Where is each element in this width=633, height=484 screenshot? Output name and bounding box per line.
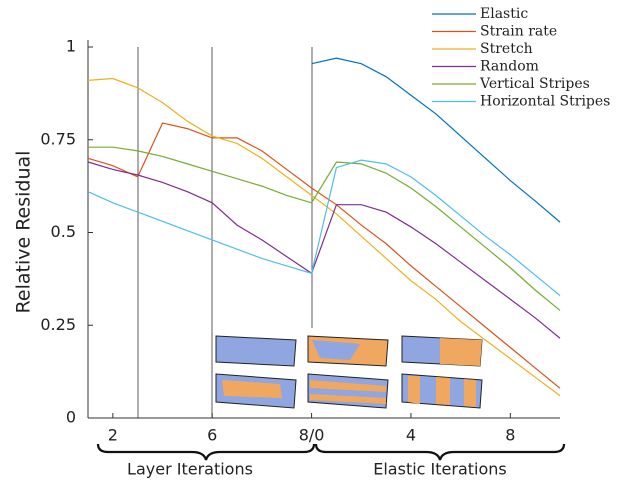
x-tick-label: 8 <box>505 426 515 445</box>
x-tick-label: 6 <box>207 426 217 445</box>
x-tick-label: 2 <box>108 426 118 445</box>
legend-label: Strain rate <box>480 24 557 40</box>
y-tick-label: 0.75 <box>40 129 76 148</box>
y-tick-label: 0.25 <box>40 315 76 334</box>
x-tick-label: 4 <box>406 426 416 445</box>
legend-label: Stretch <box>480 41 533 57</box>
legend-label: Vertical Stripes <box>479 76 590 92</box>
legend-label: Elastic <box>480 6 528 22</box>
thumbnails <box>215 335 483 409</box>
series-line <box>87 77 561 397</box>
annotation: Elastic Iterations <box>373 460 507 479</box>
series-line <box>87 159 561 297</box>
legend-label: Horizontal Stripes <box>480 94 610 110</box>
y-tick-label: 1 <box>66 37 76 56</box>
annotation: Layer Iterations <box>127 460 253 479</box>
y-axis-label: Relative Residual <box>13 151 35 314</box>
x-tick-label: 8/0 <box>299 426 325 445</box>
series-line <box>87 161 561 339</box>
series-line <box>311 57 561 223</box>
y-tick-label: 0.5 <box>51 222 76 241</box>
y-tick-label: 0 <box>66 408 76 427</box>
brace <box>314 443 566 461</box>
brace <box>96 443 316 461</box>
legend-label: Random <box>480 59 539 75</box>
series-line <box>88 146 561 311</box>
series-line <box>87 122 561 389</box>
